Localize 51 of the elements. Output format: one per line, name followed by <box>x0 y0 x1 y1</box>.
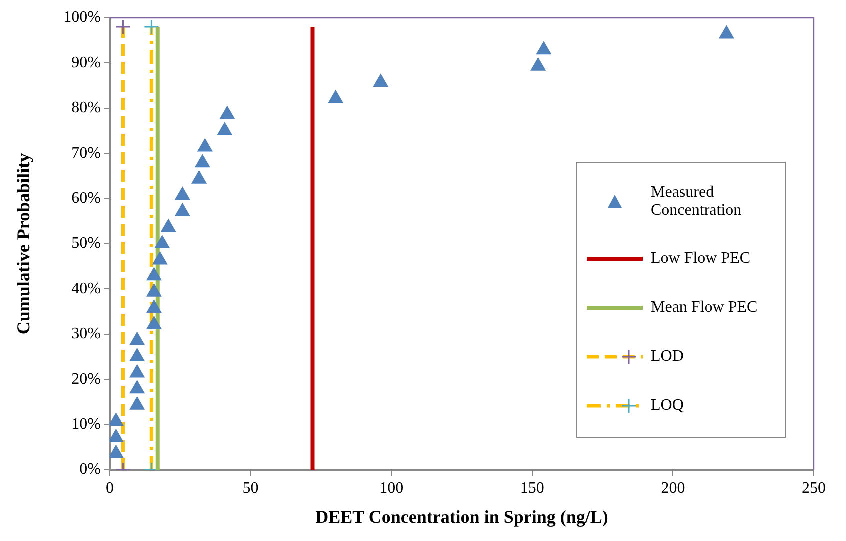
y-tick-label: 10% <box>72 416 101 434</box>
x-axis-title: DEET Concentration in Spring (ng/L) <box>316 506 608 527</box>
legend-label: LOD <box>651 348 684 366</box>
point <box>328 90 344 104</box>
legend-label: Low Flow PEC <box>651 250 751 268</box>
x-tick-label: 150 <box>520 480 544 497</box>
point <box>146 284 162 297</box>
x-tick-label: 250 <box>802 480 826 497</box>
x-tick-label: 0 <box>106 480 114 497</box>
point <box>536 42 552 55</box>
legend-label: LOQ <box>651 397 684 416</box>
legend-label: Measured Concentration <box>651 184 743 220</box>
point <box>130 380 145 394</box>
x-tick-label: 50 <box>242 480 259 497</box>
y-axis-title: Cumulative Probability <box>13 153 34 335</box>
point <box>220 106 235 120</box>
point <box>146 300 162 314</box>
point <box>110 413 124 426</box>
point <box>217 122 232 136</box>
point <box>161 219 176 232</box>
y-tick-label: 90% <box>72 54 101 72</box>
point <box>152 252 168 265</box>
point <box>130 396 145 410</box>
y-tick-label: 40% <box>72 280 101 298</box>
y-tick-label: 0% <box>80 461 101 478</box>
point <box>130 332 145 346</box>
point <box>175 187 190 200</box>
point <box>530 58 546 71</box>
point <box>110 445 124 458</box>
point <box>154 236 170 248</box>
y-tick-label: 100% <box>64 9 101 26</box>
y-tick-label: 70% <box>72 144 101 162</box>
x-tick-label: 100 <box>380 480 404 497</box>
point <box>110 429 124 442</box>
point <box>130 348 145 362</box>
point <box>195 154 210 168</box>
x-tick-label: 200 <box>661 480 686 497</box>
legend-label: Mean Flow PEC <box>651 298 758 317</box>
y-tick-label: 30% <box>72 326 101 343</box>
point <box>130 364 145 378</box>
y-tick-label: 80% <box>72 100 101 117</box>
point <box>192 170 207 184</box>
point <box>175 203 190 216</box>
point <box>146 268 162 281</box>
y-tick-label: 50% <box>72 235 101 252</box>
point <box>719 26 734 39</box>
point <box>146 316 162 330</box>
point <box>373 74 388 88</box>
y-tick-label: 20% <box>72 370 101 388</box>
point <box>198 138 213 152</box>
y-tick-label: 60% <box>72 190 101 208</box>
